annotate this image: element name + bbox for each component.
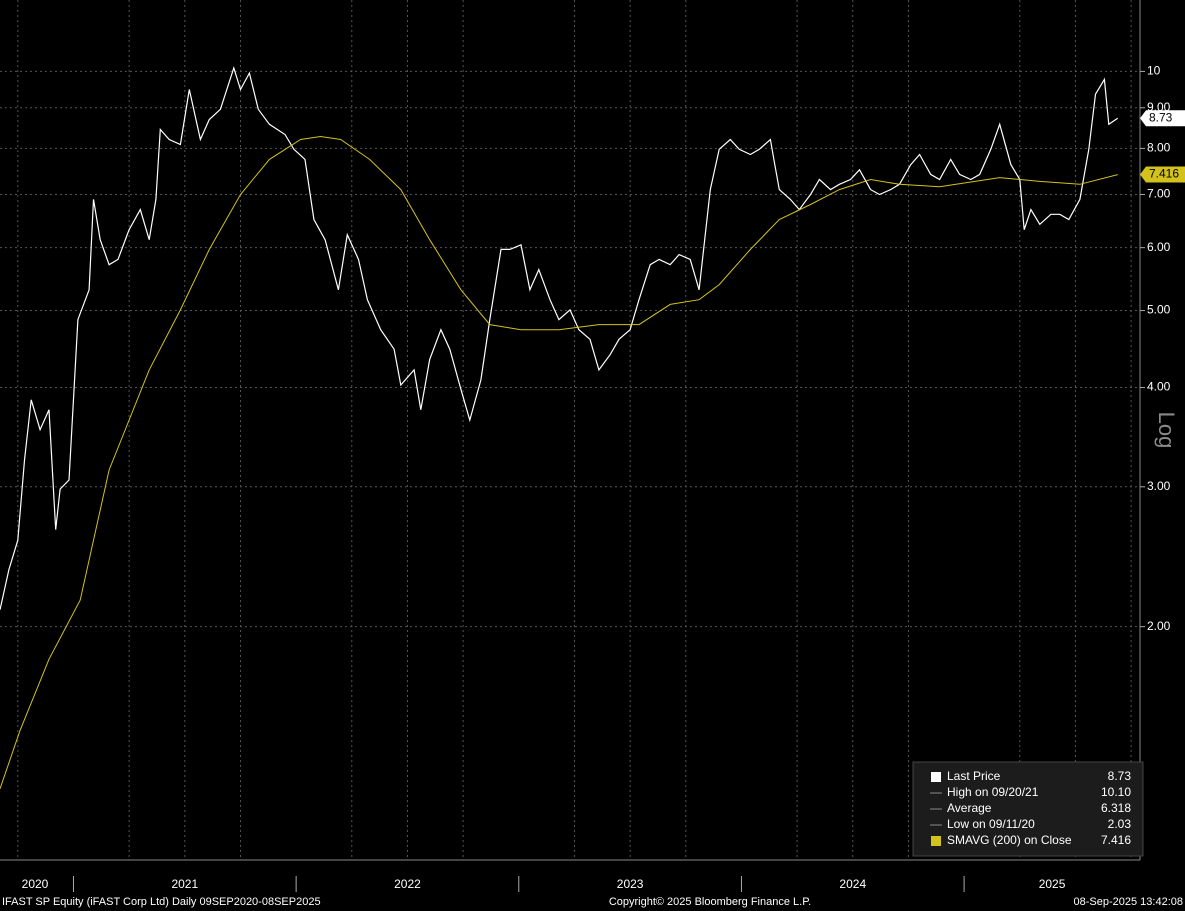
- y-tick-label: 6.00: [1147, 240, 1171, 254]
- y-tick-label: 7.00: [1147, 187, 1171, 201]
- legend-swatch: [931, 836, 941, 846]
- y-tick-label: 4.00: [1147, 380, 1171, 394]
- legend-value: 2.03: [1108, 817, 1132, 831]
- y-tick-label: 10: [1147, 64, 1161, 78]
- y-tick-label: 3.00: [1147, 479, 1171, 493]
- legend-value: 8.73: [1108, 769, 1132, 783]
- y-tick-label: 8.00: [1147, 141, 1171, 155]
- legend-name: Low on 09/11/20: [947, 817, 1035, 831]
- footer-center: Copyright© 2025 Bloomberg Finance L.P.: [609, 896, 811, 908]
- x-tick-label: 2022: [394, 877, 421, 891]
- legend-value: 7.416: [1101, 833, 1131, 847]
- legend-value: 6.318: [1101, 801, 1131, 815]
- price-line: [0, 66, 1119, 610]
- x-tick-label: 2025: [1039, 877, 1066, 891]
- x-tick-label: 2020: [22, 877, 49, 891]
- value-flag-label: 7.416: [1149, 167, 1179, 181]
- legend-swatch: [931, 772, 941, 782]
- footer-right: 08-Sep-2025 13:42:08: [1074, 896, 1183, 908]
- legend-box: [912, 761, 1144, 857]
- price-line: [0, 135, 1118, 789]
- legend-value: 10.10: [1101, 785, 1131, 799]
- value-flag: [1140, 110, 1185, 127]
- value-flag-label: 8.73: [1149, 110, 1173, 124]
- y-tick-label: 5.00: [1147, 303, 1171, 317]
- legend-name: High on 09/20/21: [947, 785, 1039, 799]
- x-tick-label: 2023: [617, 877, 644, 891]
- x-tick-label: 2024: [839, 877, 866, 891]
- footer-left: IFAST SP Equity (iFAST Corp Ltd) Daily 0…: [2, 896, 321, 908]
- scale-label: Log: [1154, 412, 1179, 449]
- legend-name: SMAVG (200) on Close: [947, 833, 1072, 847]
- legend: Last Price 8.73 High on 09/20/21 10.10 Avera…: [912, 761, 1144, 857]
- value-flag: [1140, 166, 1185, 183]
- legend-name: Last Price: [947, 769, 1001, 783]
- legend-name: Average: [947, 801, 992, 815]
- y-tick-label: 2.00: [1147, 619, 1171, 633]
- x-tick-label: 2021: [171, 877, 198, 891]
